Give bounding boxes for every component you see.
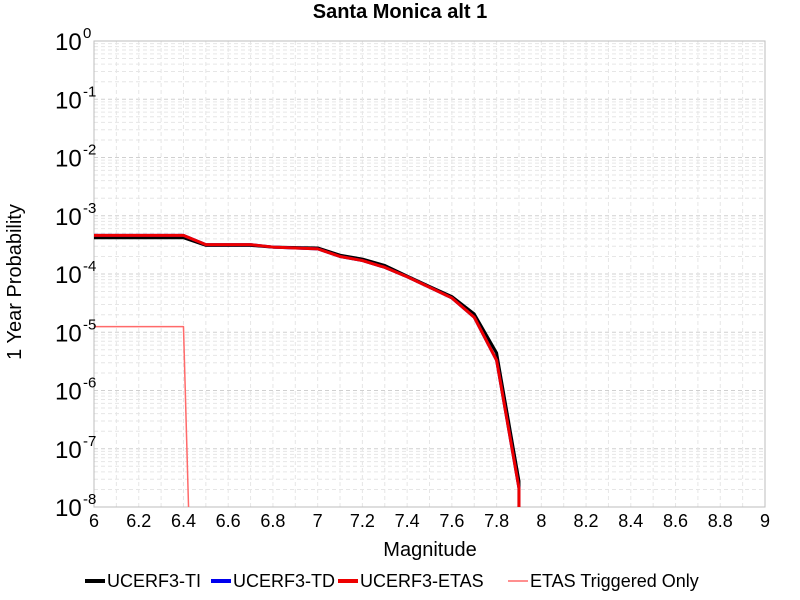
x-tick-label: 7.2 bbox=[350, 511, 375, 531]
y-tick-label: 10 bbox=[55, 320, 82, 347]
y-tick-exponent: -3 bbox=[83, 200, 96, 217]
y-tick-exponent: -6 bbox=[83, 375, 96, 392]
x-axis-label: Magnitude bbox=[383, 539, 476, 561]
y-tick-label: 10 bbox=[55, 146, 82, 173]
y-tick-exponent: 0 bbox=[83, 25, 91, 42]
y-tick-label: 10 bbox=[55, 29, 82, 56]
x-tick-label: 8.8 bbox=[708, 511, 733, 531]
x-tick-label: 6 bbox=[89, 511, 99, 531]
x-tick-label: 6.2 bbox=[126, 511, 151, 531]
x-axis-ticks: 6 6.2 6.4 6.6 6.8 7 7.2 7.4 7.6 7.8 8 8.2 8.4 8.6 8.8 9 bbox=[89, 511, 770, 531]
y-tick-label: 10 bbox=[55, 204, 82, 231]
y-tick-exponent: -8 bbox=[83, 491, 96, 508]
plot-area bbox=[93, 40, 766, 508]
y-tick-label: 10 bbox=[55, 87, 82, 114]
x-tick-label: 8.4 bbox=[618, 511, 643, 531]
x-tick-label: 7.6 bbox=[439, 511, 464, 531]
series-line-3 bbox=[94, 325, 190, 507]
x-tick-label: 6.6 bbox=[216, 511, 241, 531]
x-tick-label: 7.4 bbox=[395, 511, 420, 531]
series-line-2 bbox=[94, 233, 521, 507]
y-tick-exponent: -1 bbox=[83, 83, 96, 100]
legend-entry-3: ETAS Triggered Only bbox=[530, 571, 699, 591]
y-tick-exponent: -2 bbox=[83, 142, 96, 159]
x-tick-label: 6.4 bbox=[171, 511, 196, 531]
legend-entry-1: UCERF3-TD bbox=[233, 571, 335, 591]
legend: UCERF3-TI UCERF3-TD UCERF3-ETAS ETAS Trigge… bbox=[85, 571, 699, 591]
y-tick-label: 10 bbox=[55, 379, 82, 406]
series-layer bbox=[94, 233, 521, 507]
x-tick-label: 8.2 bbox=[574, 511, 599, 531]
y-tick-exponent: -7 bbox=[83, 433, 96, 450]
chart-title: Santa Monica alt 1 bbox=[313, 1, 488, 23]
x-tick-label: 6.8 bbox=[260, 511, 285, 531]
grid bbox=[93, 41, 766, 508]
y-tick-label: 10 bbox=[55, 262, 82, 289]
y-axis-label: 1 Year Probability bbox=[4, 204, 26, 360]
y-tick-exponent: -4 bbox=[83, 258, 96, 275]
x-tick-label: 9 bbox=[760, 511, 770, 531]
y-tick-exponent: -5 bbox=[83, 316, 96, 333]
y-tick-label: 10 bbox=[55, 495, 82, 522]
x-tick-label: 8 bbox=[536, 511, 546, 531]
x-tick-label: 8.6 bbox=[663, 511, 688, 531]
legend-entry-2: UCERF3-ETAS bbox=[360, 571, 484, 591]
x-tick-label: 7.8 bbox=[484, 511, 509, 531]
x-tick-label: 7 bbox=[313, 511, 323, 531]
legend-entry-0: UCERF3-TI bbox=[107, 571, 201, 591]
y-tick-label: 10 bbox=[55, 437, 82, 464]
